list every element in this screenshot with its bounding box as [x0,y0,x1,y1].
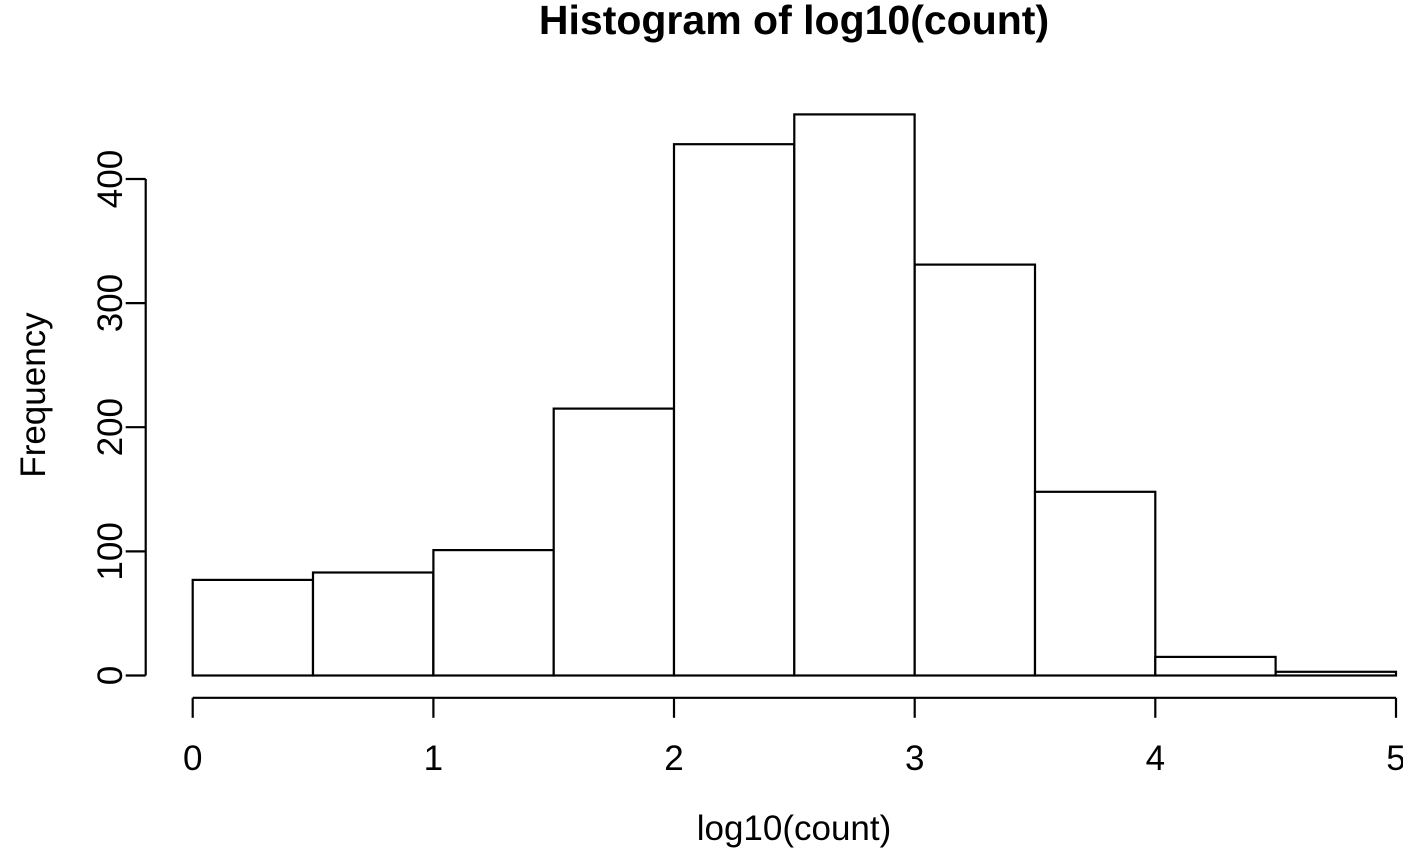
x-tick-label: 2 [664,739,683,778]
histogram-bar [432,548,555,677]
x-tick-label: 4 [1146,739,1165,778]
histogram-bar [1274,670,1398,677]
x-tick-label: 1 [424,739,443,778]
y-axis-label: Frequency [14,312,53,478]
y-tick-label: 200 [91,398,130,456]
chart-title: Histogram of log10(count) [539,0,1049,43]
histogram-bar [793,113,916,677]
histogram-bar [311,571,435,677]
bars-group [191,113,1398,677]
histogram-bar [672,143,796,677]
x-tick-label: 3 [905,739,924,778]
x-tick-label: 5 [1386,739,1403,778]
x-axis-label: log10(count) [697,809,892,848]
x-tick-label: 0 [183,739,202,778]
histogram-bar [913,263,1037,677]
histogram-bar [552,407,676,677]
y-tick-label: 400 [91,150,130,208]
y-tick-label: 100 [91,522,130,580]
y-tick-label: 300 [91,274,130,332]
y-axis: 0 100 200 300 400 [91,150,147,685]
x-axis: 0 1 2 3 4 5 [183,696,1403,778]
histogram-bar [1154,655,1277,677]
histogram-bar [191,578,315,677]
histogram-bar [1033,490,1157,677]
y-tick-label: 0 [91,666,130,685]
